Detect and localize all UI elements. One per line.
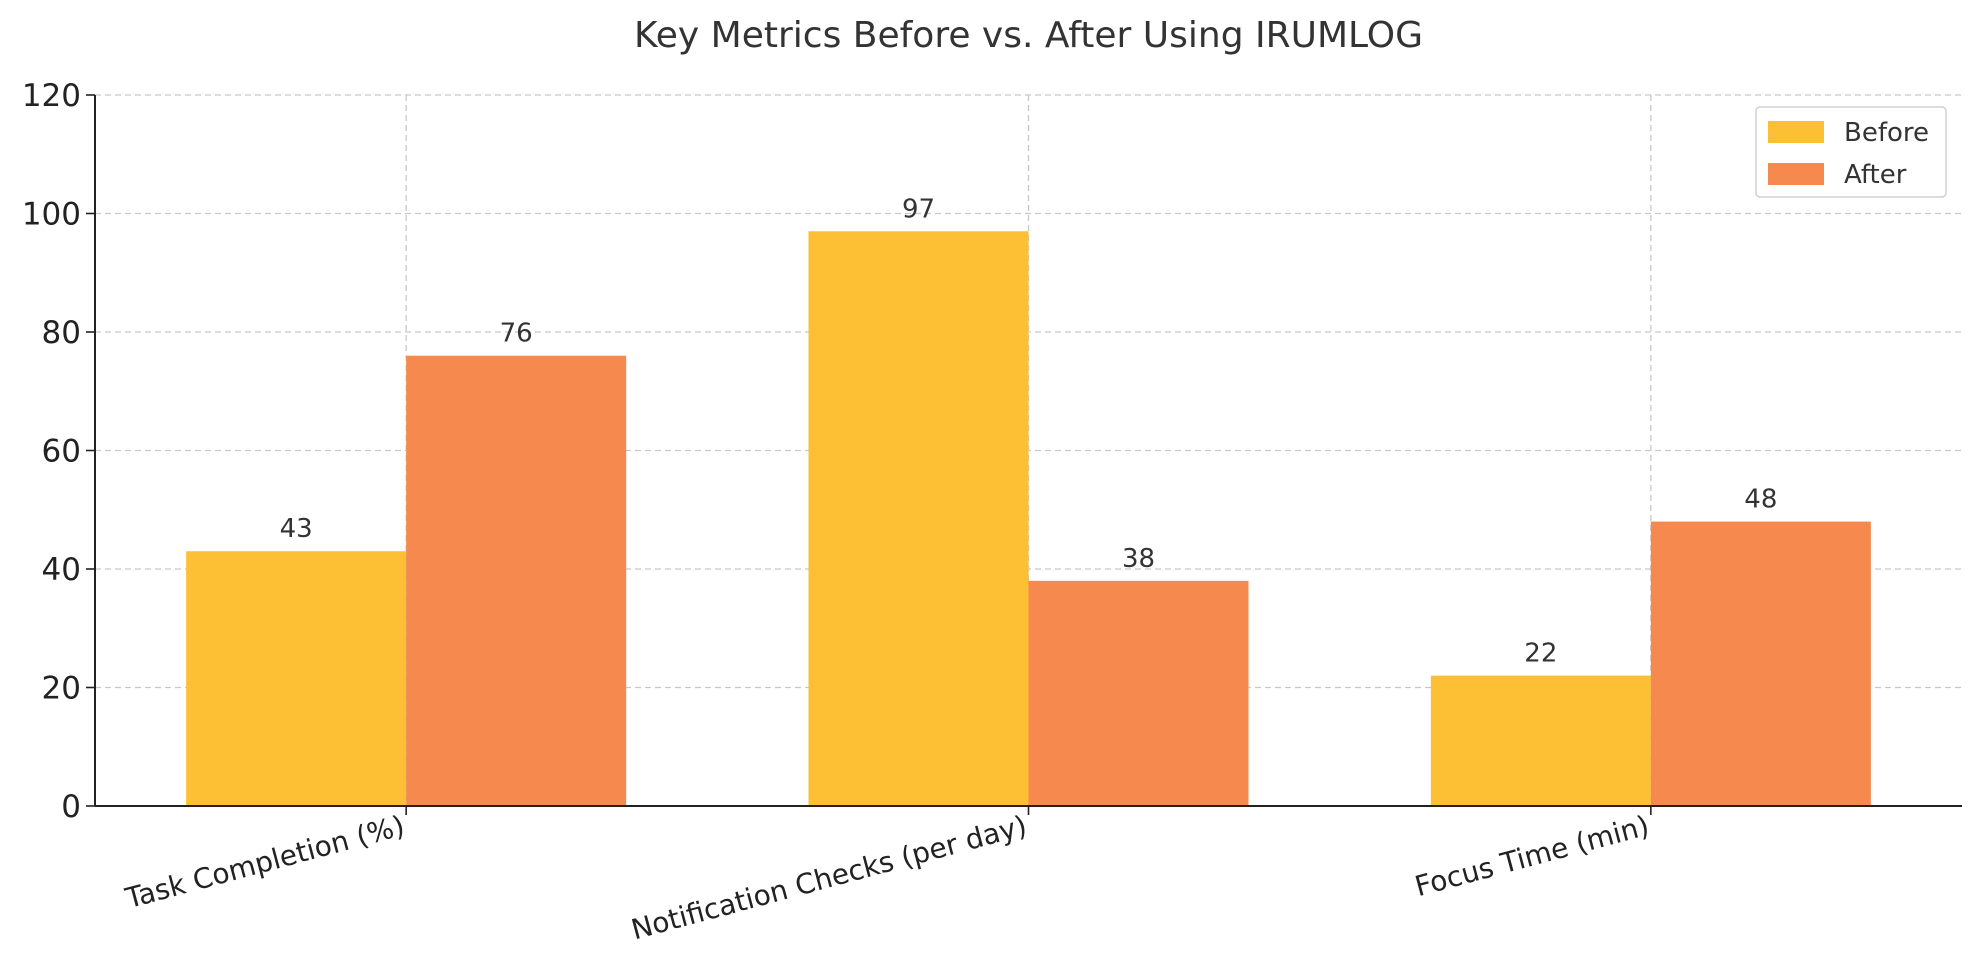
legend-label-after: After [1844,160,1907,190]
x-tick-label: Notification Checks (per day) [628,809,1031,946]
bar-before-2 [1430,675,1651,806]
legend-label-before: Before [1844,118,1929,148]
bar-before-0 [186,551,407,806]
bar-before-1 [808,231,1029,806]
x-tick-label: Task Completion (%) [121,809,408,915]
chart-title: Key Metrics Before vs. After Using IRUML… [634,15,1423,56]
y-tick-label: 20 [42,671,81,707]
y-tick-label: 100 [22,197,81,233]
legend-swatch-after [1768,163,1824,185]
data-labels: 43 97 22 76 38 48 [280,194,1778,668]
legend-swatch-before [1768,121,1824,143]
data-label-after-2: 48 [1744,485,1777,515]
bars [186,231,1871,806]
data-label-before-1: 97 [902,194,935,224]
y-tick-label: 40 [42,552,81,588]
data-label-after-1: 38 [1122,544,1155,574]
bar-after-1 [1028,580,1249,806]
legend: Before After [1755,106,1947,198]
bar-after-0 [406,355,627,806]
x-tick-label: Focus Time (min) [1411,809,1652,903]
data-label-before-0: 43 [280,514,313,544]
y-tick-label: 80 [42,315,81,351]
y-tick-label: 120 [22,78,81,114]
y-tick-label: 60 [42,434,81,470]
data-label-before-2: 22 [1524,639,1557,669]
bar-after-2 [1650,521,1871,806]
y-tick-label: 0 [61,789,81,825]
data-label-after-0: 76 [500,319,533,349]
